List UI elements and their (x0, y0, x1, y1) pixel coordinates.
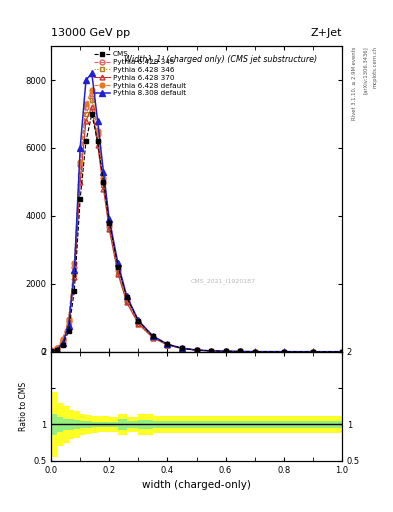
Text: Widthλ_1¹ (charged only) (CMS jet substructure): Widthλ_1¹ (charged only) (CMS jet substr… (124, 55, 317, 64)
Legend: CMS, Pythia 6.428 345, Pythia 6.428 346, Pythia 6.428 370, Pythia 6.428 default,: CMS, Pythia 6.428 345, Pythia 6.428 346,… (92, 50, 187, 98)
X-axis label: width (charged-only): width (charged-only) (142, 480, 251, 490)
Text: CMS_2021_I1920187: CMS_2021_I1920187 (191, 279, 256, 285)
Text: [arXiv:1306.3436]: [arXiv:1306.3436] (362, 46, 367, 94)
Text: Rivet 3.1.10, ≥ 2.9M events: Rivet 3.1.10, ≥ 2.9M events (352, 46, 357, 120)
Y-axis label: Ratio to CMS: Ratio to CMS (18, 381, 28, 431)
Text: mcplots.cern.ch: mcplots.cern.ch (373, 46, 378, 88)
Text: 13000 GeV pp: 13000 GeV pp (51, 28, 130, 38)
Text: Z+Jet: Z+Jet (310, 28, 342, 38)
